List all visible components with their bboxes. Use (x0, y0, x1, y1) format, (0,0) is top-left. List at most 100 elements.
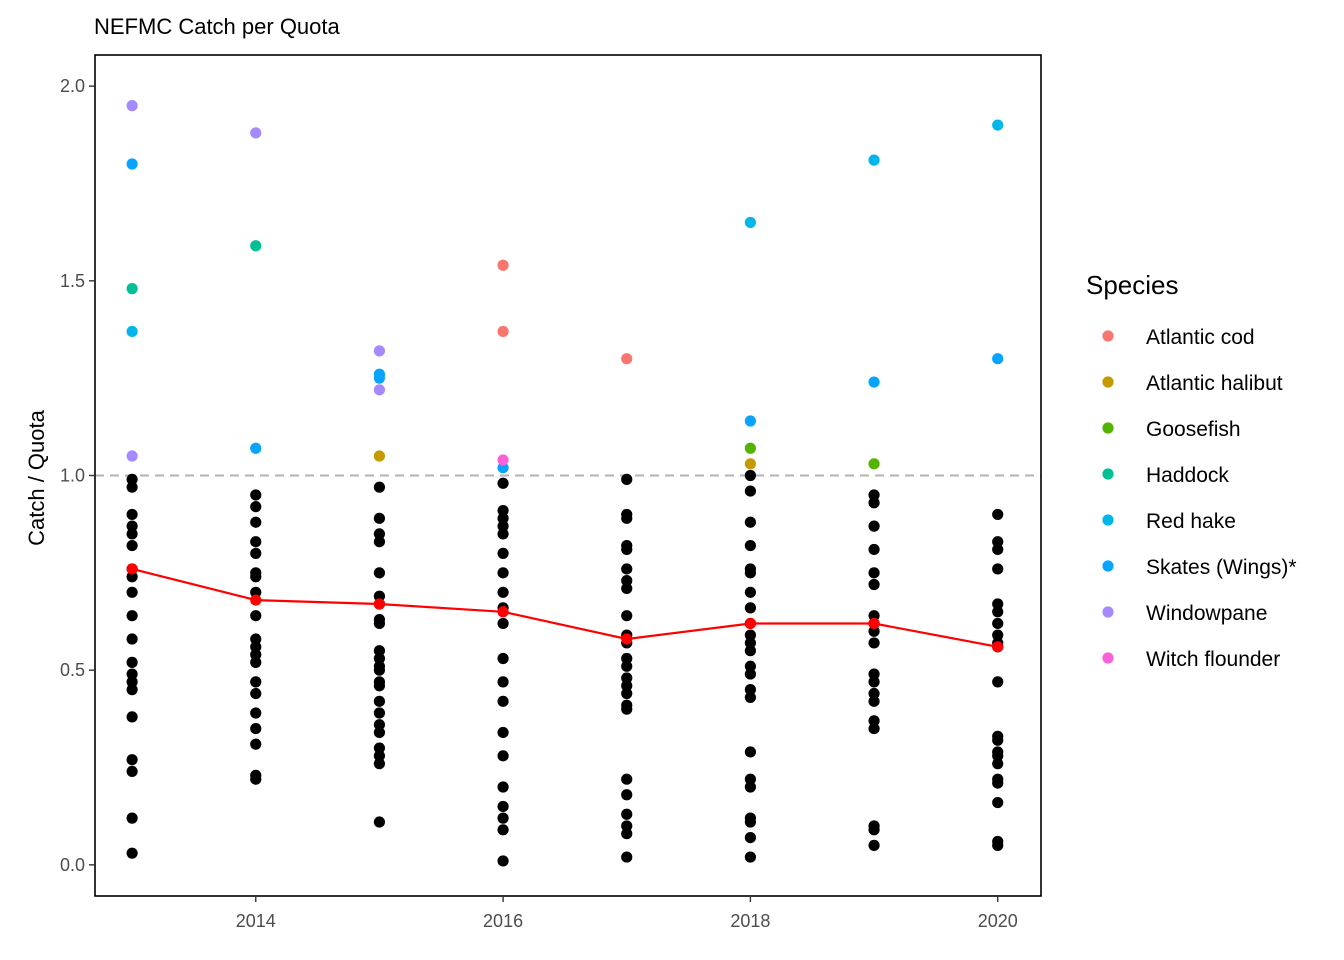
data-point (744, 586, 756, 598)
data-point (621, 473, 633, 485)
data-point (497, 547, 509, 559)
species-point (497, 454, 509, 466)
data-point (868, 489, 880, 501)
legend-label: Skates (Wings)* (1146, 556, 1297, 579)
data-point (126, 676, 138, 688)
data-point (497, 695, 509, 707)
data-point (497, 617, 509, 630)
data-point (621, 563, 633, 575)
data-point (497, 567, 509, 579)
data-point (250, 633, 262, 645)
data-point (250, 489, 262, 501)
data-point (744, 831, 756, 844)
mean-point (621, 633, 633, 645)
data-point (744, 485, 756, 497)
data-point (992, 598, 1004, 610)
y-tick-label: 1.5 (60, 271, 85, 291)
data-point (744, 691, 756, 704)
legend-label: Atlantic cod (1146, 326, 1255, 349)
data-point (744, 660, 756, 672)
data-point (250, 516, 262, 528)
data-point (868, 676, 880, 688)
data-point (497, 528, 509, 540)
species-point (126, 283, 138, 295)
data-point (992, 777, 1004, 789)
data-point (497, 504, 509, 517)
x-tick-label: 2020 (978, 911, 1018, 931)
x-tick-label: 2016 (483, 911, 523, 931)
data-point (373, 590, 386, 602)
data-point (868, 567, 880, 579)
data-point (497, 512, 509, 524)
data-point (497, 855, 509, 867)
data-point (621, 672, 633, 684)
data-point (868, 715, 880, 727)
data-point (744, 851, 756, 863)
data-point (126, 520, 138, 532)
data-point (868, 520, 880, 532)
data-point (250, 649, 262, 661)
data-point (373, 742, 386, 754)
species-point (250, 240, 262, 252)
data-point (992, 606, 1004, 618)
data-point (744, 516, 756, 528)
data-point (868, 497, 880, 509)
data-point (250, 501, 262, 513)
data-point (497, 800, 509, 813)
data-point (497, 750, 509, 762)
data-point (250, 547, 262, 559)
data-point (868, 824, 880, 836)
data-point (126, 765, 138, 778)
data-point (250, 641, 262, 653)
mean-line (131, 567, 998, 648)
data-point (621, 575, 633, 587)
legend: Species Atlantic cod Atlantic halibut Goos… (1086, 270, 1297, 671)
data-point (126, 481, 138, 493)
legend-label: Atlantic halibut (1146, 372, 1283, 395)
plot-area: 0.0 0.5 1.0 1.5 2.0 2014 2016 2018 2020 (60, 54, 1042, 931)
x-tick-label: 2014 (236, 911, 276, 931)
species-point (126, 325, 138, 338)
data-point (373, 652, 386, 665)
data-point (868, 668, 880, 680)
data-point (992, 839, 1004, 851)
data-point (621, 808, 633, 820)
legend-key (1102, 376, 1114, 388)
data-point (621, 543, 633, 556)
mean-point (744, 617, 756, 630)
data-point (373, 528, 386, 540)
data-point (373, 726, 386, 739)
y-tick-label: 1.0 (60, 466, 85, 486)
data-point (992, 563, 1004, 575)
species-point (497, 259, 509, 271)
legend-label: Haddock (1146, 464, 1229, 487)
data-point (992, 629, 1004, 641)
data-point (497, 586, 509, 598)
species-point (373, 372, 386, 384)
data-point (250, 738, 262, 750)
species-point (744, 442, 756, 454)
data-point (373, 567, 386, 579)
species-point (744, 216, 756, 229)
data-point (250, 571, 262, 583)
species-point (744, 458, 756, 470)
legend-key (1102, 422, 1114, 434)
species-point (497, 462, 509, 474)
data-point (868, 625, 880, 637)
data-point (992, 758, 1004, 770)
data-point (250, 687, 262, 700)
legend-label: Goosefish (1146, 418, 1241, 441)
data-point (621, 851, 633, 863)
data-point (373, 680, 386, 692)
data-point (126, 571, 138, 583)
data-point (126, 684, 138, 696)
data-point (744, 629, 756, 641)
chart-title: NEFMC Catch per Quota (94, 14, 341, 39)
data-point (621, 789, 633, 801)
data-point (126, 586, 138, 598)
data-point (126, 656, 138, 668)
species-point (373, 450, 386, 462)
data-point (126, 711, 138, 723)
species-point (992, 119, 1004, 131)
